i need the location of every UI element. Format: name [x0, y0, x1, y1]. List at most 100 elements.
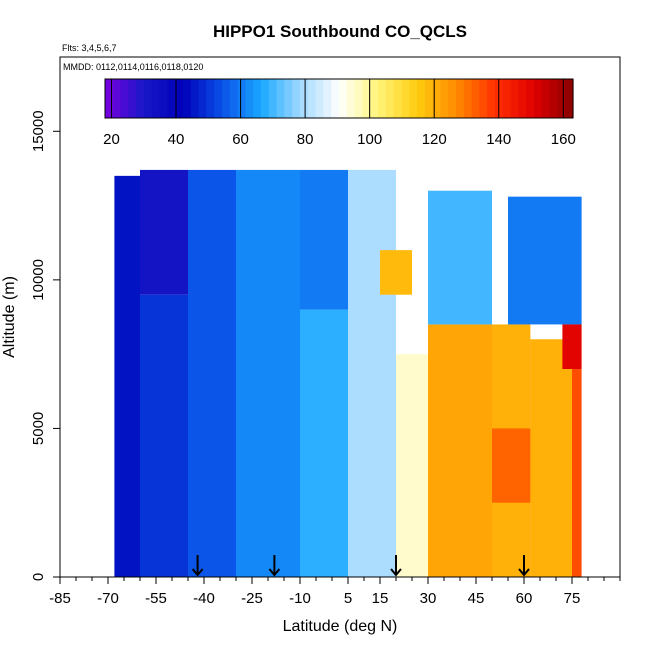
colorbar-segment-10 [183, 79, 192, 118]
x-tick-label-8: 30 [420, 590, 437, 607]
colorbar-segment-16 [229, 79, 239, 118]
x-tick-label-0: -85 [49, 590, 71, 607]
x-tick-label-10: 60 [516, 590, 533, 607]
colorbar-segment-7 [159, 79, 168, 118]
colorbar-tick-label-2: 60 [232, 131, 249, 148]
colorbar-segment-25 [300, 79, 309, 118]
colorbar-segment-3 [128, 79, 137, 118]
colorbar-segment-33 [362, 79, 371, 118]
colorbar-segment-53 [518, 79, 527, 118]
x-axis-label: Latitude (deg N) [283, 618, 398, 635]
colorbar-segment-30 [339, 79, 348, 118]
latitude-arrow-3 [518, 555, 530, 577]
colorbar-segment-19 [253, 79, 262, 118]
latitude-arrow-1 [268, 555, 281, 577]
colorbar-segment-5 [144, 79, 153, 118]
y-axis-label: Altitude (m) [1, 276, 18, 358]
heatmap-cell-11 [428, 190, 492, 325]
heatmap-cell-2 [140, 169, 188, 295]
colorbar-tick-label-1: 40 [168, 131, 185, 148]
colorbar-segment-52 [510, 79, 519, 118]
colorbar-segment-29 [331, 79, 340, 118]
x-tick-label-11: 75 [564, 590, 581, 607]
dates-annotation: MMDD: 0112,0114,0116,0118,0120 [63, 62, 203, 72]
heatmap-cell-5 [300, 309, 348, 577]
colorbar-segment-24 [292, 79, 301, 118]
colorbar-segment-35 [378, 79, 387, 118]
y-tick-label-1: 5000 [30, 412, 47, 445]
colorbar-segment-23 [284, 79, 293, 118]
colorbar-segment-38 [401, 79, 410, 118]
colorbar-tick-label-6: 140 [486, 131, 511, 148]
x-tick-label-5: -10 [289, 590, 311, 607]
heatmap-cell-9 [396, 354, 428, 577]
colorbar-segment-54 [526, 79, 535, 118]
colorbar-tick-label-0: 20 [103, 131, 120, 148]
heatmap-cell-6 [300, 169, 348, 310]
colorbar-segment-27 [315, 79, 324, 118]
colorbar-segment-41 [424, 79, 434, 118]
x-tick-label-1: -70 [97, 590, 119, 607]
colorbar-segment-59 [565, 79, 574, 118]
heatmap-cell-14 [508, 196, 582, 325]
colorbar-tick-label-3: 80 [297, 131, 314, 148]
heatmap-cell-16 [562, 324, 582, 369]
heatmap-cell-0 [114, 175, 140, 577]
colorbar-segment-18 [245, 79, 254, 118]
colorbar-segment-42 [432, 79, 441, 118]
colorbar-tick-label-4: 100 [357, 131, 382, 148]
colorbar-segment-47 [471, 79, 480, 118]
y-tick-label-2: 10000 [30, 259, 47, 301]
colorbar-segment-17 [237, 79, 246, 118]
heatmap-cell-13 [492, 428, 531, 503]
colorbar-segment-12 [198, 79, 207, 118]
colorbar-segment-56 [541, 79, 551, 118]
colorbar-tick-label-5: 120 [422, 131, 447, 148]
x-tick-label-9: 45 [468, 590, 485, 607]
colorbar-segment-36 [385, 79, 395, 118]
x-tick-label-3: -40 [193, 590, 215, 607]
colorbar-segment-6 [151, 79, 161, 118]
flights-annotation: Flts: 3,4,5,6,7 [62, 43, 117, 53]
colorbar-segment-13 [206, 79, 215, 118]
heatmap-cell-10 [428, 324, 492, 577]
colorbar-tick-label-7: 160 [551, 131, 576, 148]
heatmap-cell-1 [140, 294, 188, 577]
y-tick-label-0: 0 [30, 573, 47, 581]
colorbar-segment-8 [167, 79, 176, 118]
heatmap-cell-3 [188, 169, 236, 577]
colorbar-segment-26 [307, 79, 317, 118]
colorbar-segment-1 [112, 79, 122, 118]
colorbar-segment-45 [456, 79, 465, 118]
heatmap-cell-7 [348, 169, 396, 577]
heatmap-cell-8 [380, 250, 412, 295]
colorbar-segment-34 [370, 79, 379, 118]
colorbar-segment-46 [463, 79, 473, 118]
latitude-arrow-2 [390, 555, 402, 577]
latitude-arrow-0 [191, 555, 204, 577]
colorbar-segment-14 [214, 79, 223, 118]
colorbar-segment-39 [409, 79, 418, 118]
colorbar-segment-40 [417, 79, 426, 118]
colorbar-segment-51 [502, 79, 512, 118]
colorbar-segment-55 [534, 79, 543, 118]
x-tick-label-6: 5 [344, 590, 352, 607]
colorbar-segment-0 [105, 79, 114, 118]
colorbar-segment-58 [557, 79, 566, 118]
colorbar-frame [104, 78, 574, 119]
x-tick-label-7: 15 [372, 590, 389, 607]
colorbar-segment-49 [487, 79, 496, 118]
colorbar: 20 40 60 80 100 120 140 160 [103, 78, 576, 148]
x-tick-label-2: -55 [145, 590, 167, 607]
colorbar-segment-48 [479, 79, 488, 118]
colorbar-segment-11 [190, 79, 200, 118]
heatmap-cell-17 [572, 369, 582, 577]
plot-area [114, 169, 582, 577]
colorbar-segment-43 [440, 79, 449, 118]
colorbar-segment-21 [268, 79, 278, 118]
colorbar-segment-28 [323, 79, 332, 118]
colorbar-segment-57 [549, 79, 558, 118]
x-axis: -85 -70 -55 -40 -25 -10 5 15 30 45 60 75 [49, 576, 621, 607]
colorbar-segment-4 [136, 79, 145, 118]
